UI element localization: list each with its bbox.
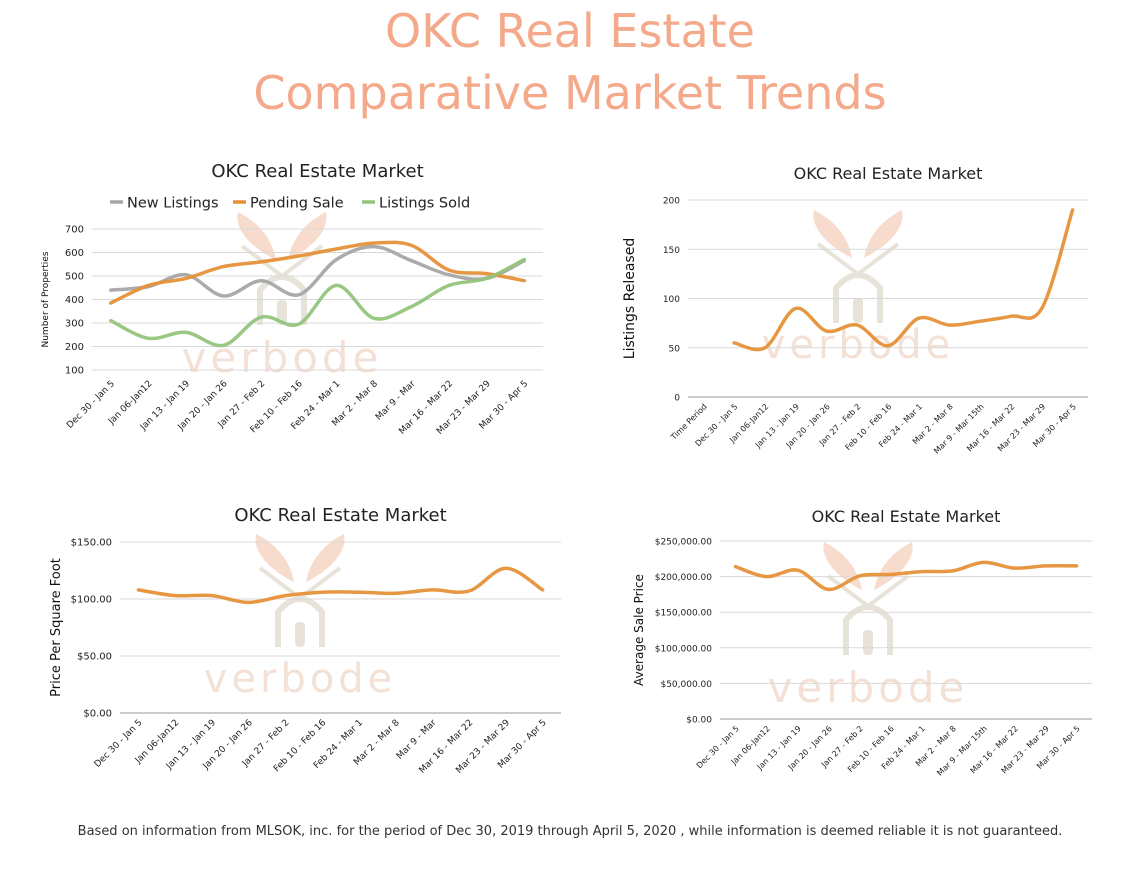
watermark-logo: verbode <box>762 210 955 368</box>
watermark-text: verbode <box>182 333 383 382</box>
series-line-1 <box>733 560 1079 592</box>
door-icon <box>853 298 863 323</box>
watermark-logo: verbode <box>768 542 969 712</box>
chart-title: OKC Real Estate Market <box>812 507 1001 526</box>
y-tick-label: 300 <box>65 319 84 330</box>
page-title-line-1: OKC Real Estate <box>385 4 755 58</box>
watermark-text: verbode <box>204 656 397 702</box>
house-icon <box>843 604 893 655</box>
y-tick-label: 0 <box>674 394 680 404</box>
chart-title: OKC Real Estate Market <box>234 505 446 526</box>
series-line-listings-sold <box>109 257 526 348</box>
leaf-right-icon <box>864 210 903 258</box>
y-tick-label: $0.00 <box>83 709 112 720</box>
leaf-right-icon <box>288 212 327 260</box>
y-axis-label: Price Per Square Foot <box>49 558 64 697</box>
chart-2: verbode OKC Real Estate Market 200 150 100 50… <box>622 164 1088 456</box>
y-tick-label: $100,000.00 <box>655 644 713 654</box>
chart-3: verbode OKC Real Estate Market $150.00 $100… <box>49 505 561 776</box>
y-tick-label: 100 <box>65 366 84 377</box>
legend-label: Listings Sold <box>379 196 470 212</box>
y-tick-label: 700 <box>65 225 84 236</box>
y-tick-label: $100.00 <box>71 595 112 606</box>
series-line-1 <box>136 566 545 605</box>
footnote: Based on information from MLSOK, inc. fo… <box>77 824 1063 839</box>
leaf-left-icon <box>813 210 852 258</box>
y-tick-label: $200,000.00 <box>655 573 713 583</box>
leaf-left-icon <box>237 212 276 260</box>
roof-icon <box>826 574 910 609</box>
chart-title: OKC Real Estate Market <box>211 161 423 182</box>
page-title-line-2: Comparative Market Trends <box>253 66 887 120</box>
chart-4: verbode OKC Real Estate Market $250,000.00… <box>632 507 1092 778</box>
leaf-left-icon <box>255 534 294 582</box>
legend-label: New Listings <box>127 196 219 212</box>
y-tick-label: 50 <box>669 344 681 354</box>
leaf-right-icon <box>306 534 345 582</box>
watermark-logo: verbode <box>204 534 397 702</box>
y-tick-label: $0.00 <box>686 716 712 726</box>
y-axis-label: Number of Properties <box>41 251 51 347</box>
leaf-right-icon <box>874 542 913 590</box>
y-tick-label: 500 <box>65 272 84 283</box>
house-icon <box>833 272 883 323</box>
y-tick-label: $50.00 <box>77 652 112 663</box>
y-axis-label: Average Sale Price <box>632 574 646 686</box>
y-tick-label: 150 <box>663 246 680 256</box>
y-tick-label: 100 <box>663 295 680 305</box>
roof-icon <box>816 242 900 277</box>
door-icon <box>277 300 287 325</box>
series-line-pending-sale <box>109 240 526 305</box>
y-tick-label: 600 <box>65 248 84 259</box>
y-tick-label: $150,000.00 <box>655 609 713 619</box>
house-icon <box>257 274 307 325</box>
y-tick-label: 200 <box>663 197 680 207</box>
y-tick-label: 200 <box>65 342 84 353</box>
y-tick-label: $150.00 <box>71 538 112 549</box>
watermark-logo: verbode <box>182 212 383 382</box>
y-tick-label: $250,000.00 <box>655 538 713 548</box>
chart-1: verbode OKC Real Estate Market 700 600 500 40… <box>41 161 543 437</box>
roof-icon <box>240 244 324 279</box>
legend-label: Pending Sale <box>250 196 344 212</box>
y-axis-label: Listings Released <box>622 238 638 359</box>
door-icon <box>863 630 873 655</box>
chart-title: OKC Real Estate Market <box>794 164 983 183</box>
y-tick-label: 400 <box>65 295 84 306</box>
watermark-text: verbode <box>768 663 969 712</box>
watermark-text: verbode <box>762 322 955 368</box>
legend: New Listings Pending Sale Listings Sold <box>110 196 470 212</box>
y-tick-label: $50,000.00 <box>660 680 712 690</box>
series-line-new-listings <box>109 244 526 298</box>
series-line-1 <box>732 208 1075 352</box>
door-icon <box>295 622 305 647</box>
